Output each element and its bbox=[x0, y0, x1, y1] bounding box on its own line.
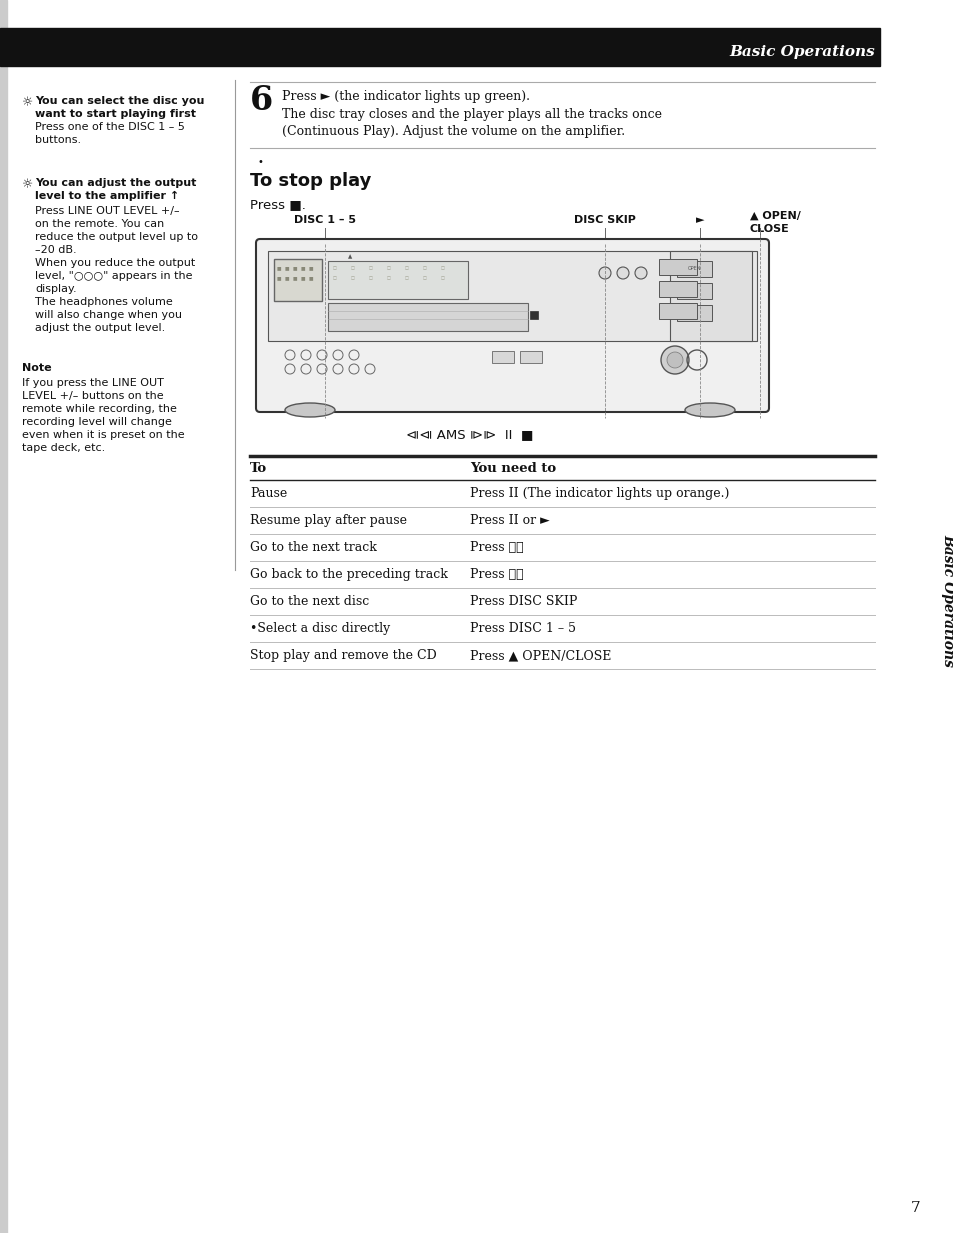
Bar bbox=[659, 303, 697, 319]
Text: Basic Operations: Basic Operations bbox=[940, 534, 953, 667]
Text: □: □ bbox=[405, 266, 409, 270]
Text: □: □ bbox=[369, 266, 373, 270]
Text: Resume play after pause: Resume play after pause bbox=[250, 514, 407, 526]
Bar bbox=[677, 261, 711, 277]
Text: □: □ bbox=[405, 276, 409, 280]
Text: ■: ■ bbox=[300, 275, 305, 280]
Circle shape bbox=[660, 346, 688, 374]
Text: ■: ■ bbox=[284, 265, 289, 270]
Bar bbox=[677, 284, 711, 298]
Text: Press ► (the indicator lights up green).: Press ► (the indicator lights up green). bbox=[282, 90, 530, 104]
Text: The disc tray closes and the player plays all the tracks once
(Continuous Play).: The disc tray closes and the player play… bbox=[282, 109, 661, 138]
Text: Basic Operations: Basic Operations bbox=[728, 44, 874, 59]
Text: If you press the LINE OUT
LEVEL +/– buttons on the
remote while recording, the
r: If you press the LINE OUT LEVEL +/– butt… bbox=[22, 379, 185, 454]
Text: 7: 7 bbox=[909, 1201, 919, 1215]
Text: To: To bbox=[250, 462, 267, 475]
Text: Go back to the preceding track: Go back to the preceding track bbox=[250, 568, 447, 581]
Circle shape bbox=[617, 268, 628, 279]
Text: 6: 6 bbox=[250, 84, 273, 117]
Bar bbox=[669, 252, 751, 342]
Text: ⧏⧏ AMS ⧐⧐  II  ■: ⧏⧏ AMS ⧐⧐ II ■ bbox=[406, 428, 533, 441]
Text: Press ⧏⧏: Press ⧏⧏ bbox=[470, 568, 523, 581]
Text: •Select a disc directly: •Select a disc directly bbox=[250, 621, 390, 635]
Circle shape bbox=[666, 351, 682, 367]
Bar bbox=[519, 351, 541, 363]
Text: Note: Note bbox=[22, 363, 51, 374]
Bar bbox=[268, 252, 757, 342]
Text: □: □ bbox=[351, 266, 355, 270]
Text: Press II (The indicator lights up orange.): Press II (The indicator lights up orange… bbox=[470, 487, 729, 501]
Text: ■: ■ bbox=[276, 275, 281, 280]
Bar bbox=[530, 311, 537, 319]
Text: CLOSE: CLOSE bbox=[749, 224, 789, 234]
Text: Press DISC SKIP: Press DISC SKIP bbox=[470, 596, 577, 608]
Text: •: • bbox=[257, 157, 264, 166]
Text: ☼: ☼ bbox=[22, 178, 33, 191]
Text: □: □ bbox=[387, 266, 391, 270]
Text: Press DISC 1 – 5: Press DISC 1 – 5 bbox=[470, 621, 576, 635]
Text: ▲ OPEN/: ▲ OPEN/ bbox=[749, 211, 800, 221]
Text: Press LINE OUT LEVEL +/–
on the remote. You can
reduce the output level up to
–2: Press LINE OUT LEVEL +/– on the remote. … bbox=[35, 206, 198, 333]
Text: You can adjust the output
level to the amplifier ↑: You can adjust the output level to the a… bbox=[35, 178, 196, 201]
Text: ►: ► bbox=[695, 215, 703, 224]
Text: ■: ■ bbox=[300, 265, 305, 270]
Circle shape bbox=[598, 268, 610, 279]
Text: ■: ■ bbox=[293, 275, 297, 280]
Text: You can select the disc you
want to start playing first: You can select the disc you want to star… bbox=[35, 96, 204, 118]
Text: Press ■.: Press ■. bbox=[250, 199, 306, 211]
Ellipse shape bbox=[285, 403, 335, 417]
Text: ■: ■ bbox=[293, 265, 297, 270]
Text: DISC 1 – 5: DISC 1 – 5 bbox=[294, 215, 355, 224]
Text: Stop play and remove the CD: Stop play and remove the CD bbox=[250, 649, 436, 662]
Text: □: □ bbox=[387, 276, 391, 280]
Text: ■: ■ bbox=[309, 265, 313, 270]
Bar bbox=[328, 303, 527, 330]
Text: ■: ■ bbox=[284, 275, 289, 280]
Text: Press II or ►: Press II or ► bbox=[470, 514, 549, 526]
Text: □: □ bbox=[440, 276, 444, 280]
Text: Press one of the DISC 1 – 5
buttons.: Press one of the DISC 1 – 5 buttons. bbox=[35, 122, 185, 145]
Bar bbox=[328, 261, 468, 298]
Text: □: □ bbox=[422, 276, 427, 280]
Bar bbox=[0, 0, 7, 1233]
Text: □: □ bbox=[422, 266, 427, 270]
Bar bbox=[659, 259, 697, 275]
Text: □: □ bbox=[440, 266, 444, 270]
Text: □: □ bbox=[369, 276, 373, 280]
Ellipse shape bbox=[684, 403, 734, 417]
Circle shape bbox=[635, 268, 646, 279]
Text: □: □ bbox=[351, 276, 355, 280]
Text: ■: ■ bbox=[309, 275, 313, 280]
Text: □: □ bbox=[333, 266, 336, 270]
Bar bbox=[677, 305, 711, 321]
Text: Press ▲ OPEN/CLOSE: Press ▲ OPEN/CLOSE bbox=[470, 649, 611, 662]
Bar bbox=[659, 281, 697, 297]
Text: Go to the next track: Go to the next track bbox=[250, 541, 376, 554]
FancyBboxPatch shape bbox=[255, 239, 768, 412]
Bar bbox=[0, 28, 879, 67]
Text: □: □ bbox=[333, 276, 336, 280]
Text: Go to the next disc: Go to the next disc bbox=[250, 596, 369, 608]
Bar bbox=[492, 351, 514, 363]
Text: You need to: You need to bbox=[470, 462, 556, 475]
Text: ☼: ☼ bbox=[22, 96, 33, 109]
Text: ▲: ▲ bbox=[348, 254, 352, 259]
Bar bbox=[274, 259, 322, 301]
Text: Press ⧐⧐: Press ⧐⧐ bbox=[470, 541, 523, 554]
Text: ■: ■ bbox=[276, 265, 281, 270]
Text: OPEN: OPEN bbox=[687, 266, 701, 271]
Text: DISC SKIP: DISC SKIP bbox=[574, 215, 636, 224]
Text: Pause: Pause bbox=[250, 487, 287, 501]
Text: To stop play: To stop play bbox=[250, 171, 371, 190]
